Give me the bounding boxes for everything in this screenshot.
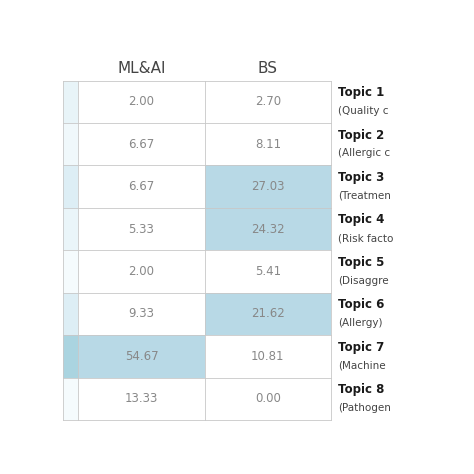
Bar (78, 335, 205, 378)
Text: 21.62: 21.62 (251, 308, 285, 320)
Bar (205, 208, 331, 250)
Text: (Quality c: (Quality c (337, 106, 388, 116)
Text: (Pathogen: (Pathogen (337, 403, 391, 413)
Text: Topic 8: Topic 8 (337, 383, 384, 396)
Text: 27.03: 27.03 (251, 180, 285, 193)
Bar (205, 378, 331, 420)
Text: 9.33: 9.33 (128, 308, 155, 320)
Bar (205, 123, 331, 165)
Text: (Allergic c: (Allergic c (337, 148, 390, 158)
Bar (63, 208, 78, 250)
Text: Topic 5: Topic 5 (337, 256, 384, 269)
Bar (63, 378, 78, 420)
Bar (63, 81, 78, 123)
Text: 2.00: 2.00 (128, 95, 155, 109)
Bar (205, 335, 331, 378)
Text: 5.33: 5.33 (128, 223, 155, 236)
Text: (Risk facto: (Risk facto (337, 233, 393, 243)
Text: 0.00: 0.00 (255, 392, 281, 405)
Bar (205, 165, 331, 208)
Bar (63, 250, 78, 293)
Bar (205, 250, 331, 293)
Text: Topic 6: Topic 6 (337, 298, 384, 311)
Text: (Machine: (Machine (337, 361, 385, 371)
Text: Topic 2: Topic 2 (337, 128, 384, 142)
Text: Topic 1: Topic 1 (337, 86, 384, 99)
Bar (78, 250, 205, 293)
Bar (63, 165, 78, 208)
Bar (205, 81, 331, 123)
Text: 6.67: 6.67 (128, 138, 155, 151)
Text: Topic 7: Topic 7 (337, 341, 384, 354)
Text: Topic 4: Topic 4 (337, 213, 384, 227)
Text: (Disaggre: (Disaggre (337, 276, 388, 286)
Text: Topic 3: Topic 3 (337, 171, 384, 184)
Text: 10.81: 10.81 (251, 350, 285, 363)
Text: ML&AI: ML&AI (117, 61, 166, 76)
Bar (78, 123, 205, 165)
Bar (78, 165, 205, 208)
Text: 13.33: 13.33 (125, 392, 158, 405)
Text: 2.70: 2.70 (255, 95, 281, 109)
Bar (78, 378, 205, 420)
Text: 2.00: 2.00 (128, 265, 155, 278)
Bar (78, 81, 205, 123)
Text: BS: BS (258, 61, 278, 76)
Bar (205, 293, 331, 335)
Bar (78, 208, 205, 250)
Text: 8.11: 8.11 (255, 138, 281, 151)
Bar (63, 123, 78, 165)
Text: 24.32: 24.32 (251, 223, 285, 236)
Text: 6.67: 6.67 (128, 180, 155, 193)
Bar (78, 293, 205, 335)
Text: (Treatmen: (Treatmen (337, 191, 391, 201)
Bar (63, 335, 78, 378)
Text: 54.67: 54.67 (125, 350, 158, 363)
Text: (Allergy): (Allergy) (337, 318, 382, 328)
Bar (63, 293, 78, 335)
Text: 5.41: 5.41 (255, 265, 281, 278)
